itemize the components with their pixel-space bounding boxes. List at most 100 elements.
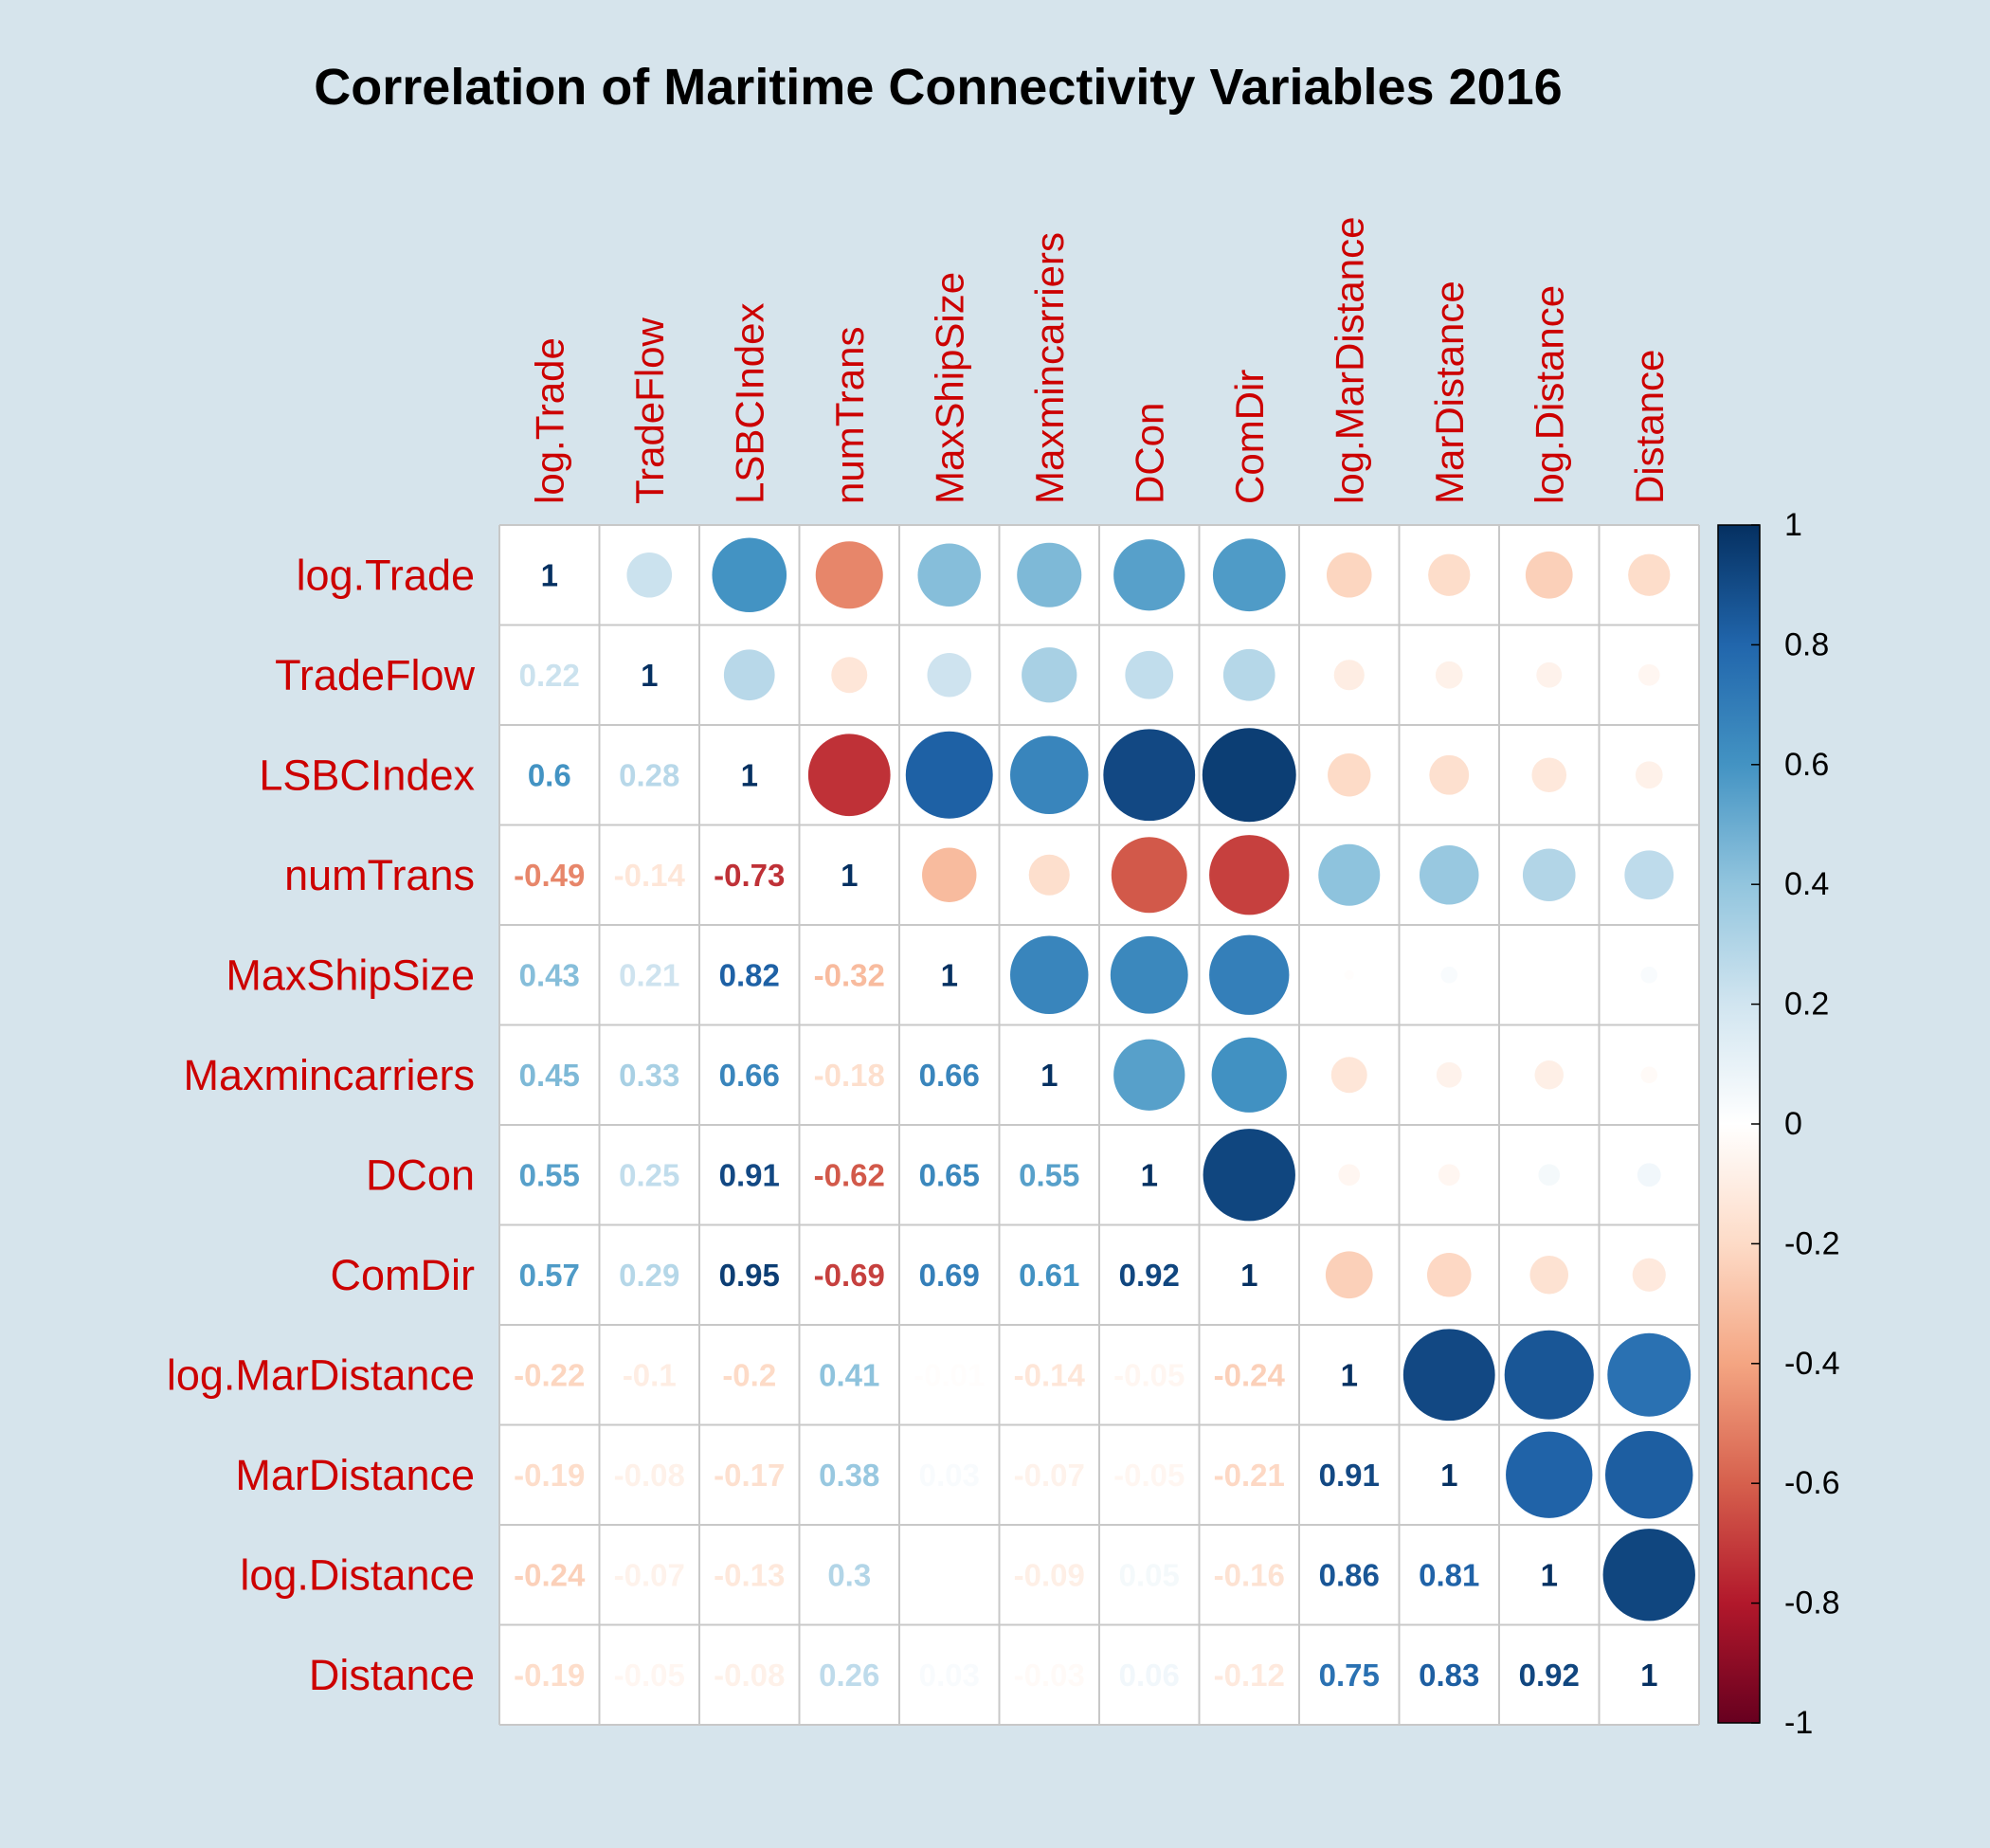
- diagonal-value: 1: [1341, 1357, 1358, 1392]
- correlation-circle: [815, 541, 883, 609]
- correlation-value: 0.83: [1419, 1658, 1479, 1693]
- colorbar: 1 0.8 0.6 0.4 0.2 0 -0.2 -0.4 -0.6 -0.8 -1: [1717, 507, 1840, 1741]
- correlation-circle: [1436, 1061, 1462, 1088]
- correlation-circle: [1605, 1431, 1693, 1519]
- correlation-value: -0.07: [1014, 1458, 1085, 1493]
- correlation-circle: [723, 649, 775, 701]
- matrix-grid: [498, 524, 1700, 1726]
- colorbar-tick-label: 0.4: [1784, 866, 1829, 902]
- row-label: TradeFlow: [275, 651, 475, 699]
- row-label: log.Trade: [297, 551, 475, 599]
- column-label: Distance: [1627, 350, 1672, 504]
- row-label: numTrans: [284, 851, 475, 899]
- correlation-value: -0.01: [914, 1357, 985, 1392]
- correlation-circle: [1429, 754, 1470, 795]
- column-label: ComDir: [1227, 370, 1272, 504]
- correlation-circle: [905, 731, 993, 819]
- column-label: log.Distance: [1527, 285, 1571, 504]
- correlation-circle: [1203, 1129, 1295, 1222]
- row-label: LSBCIndex: [259, 751, 475, 799]
- correlation-value: -0.17: [714, 1458, 785, 1493]
- row-label: log.Distance: [240, 1550, 475, 1599]
- correlation-circle: [1113, 1039, 1185, 1111]
- correlation-circle: [1602, 1529, 1695, 1622]
- column-label: LSBCIndex: [727, 303, 771, 504]
- correlation-value: -0.24: [1214, 1357, 1286, 1392]
- row-label: log.MarDistance: [167, 1350, 475, 1399]
- correlation-circle: [1212, 538, 1286, 612]
- correlation-value: -0.2: [722, 1357, 776, 1392]
- correlation-value: 0.25: [619, 1157, 679, 1192]
- correlation-value: -0.69: [814, 1258, 885, 1293]
- correlation-value: 0.57: [519, 1258, 580, 1293]
- correlation-value: 0.26: [819, 1658, 879, 1693]
- diagonal-value: 1: [841, 858, 858, 893]
- correlation-value: -0.18: [814, 1058, 885, 1093]
- correlation-circle: [1326, 552, 1372, 598]
- correlation-circle: [1536, 661, 1563, 688]
- correlation-value: 0.66: [919, 1058, 980, 1093]
- diagonal-value: 1: [1141, 1157, 1158, 1192]
- correlation-value: 0.66: [719, 1058, 780, 1093]
- correlation-value: 0.22: [519, 658, 580, 693]
- correlation-circle: [1028, 854, 1070, 896]
- diagonal-value: 1: [741, 757, 758, 792]
- correlation-value: 0.03: [919, 1458, 980, 1493]
- correlation-value: 0.03: [919, 1658, 980, 1693]
- column-label: numTrans: [827, 326, 872, 504]
- correlation-circle: [1504, 1330, 1594, 1420]
- row-label: MarDistance: [235, 1451, 475, 1499]
- correlation-circle: [1419, 844, 1479, 905]
- diagonal-value: 1: [1541, 1557, 1558, 1592]
- correlation-value: 0.3: [827, 1557, 871, 1592]
- row-label: MaxShipSize: [226, 951, 475, 999]
- correlation-circle: [1330, 1057, 1367, 1094]
- correlation-value: 0.55: [519, 1157, 580, 1192]
- column-label: MarDistance: [1427, 281, 1472, 504]
- correlation-circle: [807, 734, 891, 817]
- colorbar-tick-label: -0.8: [1784, 1585, 1840, 1622]
- correlation-value: -0.19: [514, 1658, 585, 1693]
- correlation-circle: [1624, 850, 1674, 900]
- colorbar-tick-label: -1: [1784, 1705, 1813, 1741]
- correlation-value: -0.08: [714, 1658, 785, 1693]
- chart-title: Correlation of Maritime Connectivity Var…: [314, 59, 1562, 116]
- correlation-value: 0.61: [1019, 1258, 1079, 1293]
- correlation-value: 0.29: [619, 1258, 679, 1293]
- diagonal-value: 1: [941, 957, 958, 992]
- correlation-circle: [1222, 648, 1275, 701]
- row-label: ComDir: [331, 1251, 476, 1299]
- correlation-value: 0.05: [1119, 1557, 1180, 1592]
- correlation-circle: [1209, 934, 1290, 1015]
- correlation-circle: [1333, 660, 1365, 691]
- correlation-value: 0: [941, 1557, 958, 1592]
- correlation-value: 0.92: [1519, 1658, 1580, 1693]
- correlation-circle: [1438, 1164, 1460, 1187]
- row-labels: log.Trade TradeFlow LSBCIndex numTrans MaxSh…: [167, 551, 476, 1699]
- correlation-circle: [1534, 1060, 1564, 1090]
- correlation-value: 0.75: [1319, 1658, 1380, 1693]
- correlation-value: -0.14: [614, 858, 686, 893]
- correlation-value: 0.38: [819, 1458, 879, 1493]
- correlation-circle: [1017, 542, 1082, 607]
- correlation-value: -0.16: [1214, 1557, 1285, 1592]
- column-label: log.Trade: [527, 337, 571, 504]
- diagonal-value: 1: [1440, 1458, 1457, 1493]
- correlation-value: -0.73: [714, 858, 785, 893]
- correlation-value: 0.91: [1319, 1458, 1380, 1493]
- correlation-value: 0.55: [1019, 1157, 1079, 1192]
- column-label: log.MarDistance: [1327, 217, 1371, 504]
- correlation-value: 0.43: [519, 957, 580, 992]
- correlation-circle: [1428, 553, 1471, 596]
- correlation-value: 0.21: [619, 957, 679, 992]
- correlation-value: 0.41: [819, 1357, 879, 1392]
- correlation-circle: [1637, 1163, 1661, 1187]
- correlation-circle: [1010, 935, 1089, 1014]
- correlation-value: 0.82: [719, 957, 780, 992]
- column-labels: log.Trade TradeFlow LSBCIndex numTrans MaxSh…: [527, 217, 1672, 504]
- correlation-value: -0.14: [1014, 1357, 1086, 1392]
- correlation-circle: [927, 652, 972, 698]
- colorbar-tick-label: 0.2: [1784, 987, 1829, 1023]
